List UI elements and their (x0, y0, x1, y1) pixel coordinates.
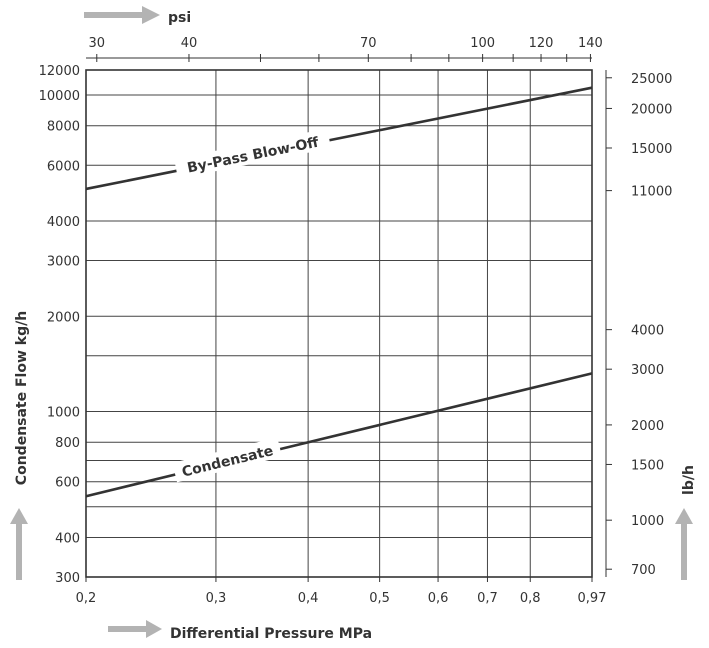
right-tick-label: 11000 (631, 185, 672, 200)
x-tick-label: 0,3 (206, 591, 227, 606)
y-tick-label: 10000 (39, 89, 80, 104)
left-arrow-icon (10, 508, 28, 580)
y-axis-title: Condensate Flow kg/h (14, 311, 30, 485)
series-lines: By-Pass Blow-Off Condensate (85, 86, 593, 498)
right-tick-label: 1000 (631, 514, 664, 529)
right-tick-label: 25000 (631, 72, 672, 87)
series-label: Condensate (180, 443, 274, 481)
x-axis-title: Differential Pressure MPa (170, 626, 372, 642)
series-label-group: By-Pass Blow-Off (174, 128, 332, 179)
series-label-background (172, 437, 283, 483)
right-tick-label: 700 (631, 563, 656, 578)
x-tick-label: 0,8 (520, 591, 541, 606)
x-tick-label: 0,6 (428, 591, 449, 606)
top-tick-label: 30 (89, 36, 106, 51)
plot-frame (85, 54, 612, 582)
y-tick-label: 800 (55, 436, 80, 451)
y-tick-label: 4000 (47, 215, 80, 230)
top-axis-title: psi (168, 10, 191, 26)
y-tick-label: 12000 (39, 64, 80, 79)
bottom-arrow-icon (108, 620, 162, 638)
plot-border (85, 69, 593, 578)
tick-labels: 0,2 0,3 0,4 0,5 0,6 0,7 0,8 0,97 30 40 70 100 120 140… (39, 36, 673, 606)
top-tick-label: 40 (181, 36, 198, 51)
y-tick-label: 600 (55, 476, 80, 491)
top-arrow-icon (84, 6, 160, 24)
right-tick-label: 15000 (631, 142, 672, 157)
y-tick-label: 8000 (47, 120, 80, 135)
right-tick-label: 1500 (631, 458, 664, 473)
series-label-group: Condensate (172, 437, 283, 483)
grid-lines (85, 69, 593, 578)
top-tick-label: 140 (578, 36, 603, 51)
top-tick-label: 100 (470, 36, 495, 51)
right-arrow-icon (675, 508, 693, 580)
top-tick-label: 70 (360, 36, 377, 51)
x-tick-label: 0,97 (578, 591, 607, 606)
x-tick-label: 0,5 (369, 591, 390, 606)
right-tick-label: 2000 (631, 419, 664, 434)
right-tick-label: 4000 (631, 324, 664, 339)
y-tick-label: 1000 (47, 406, 80, 421)
x-tick-label: 0,4 (298, 591, 319, 606)
series-line (85, 86, 593, 191)
series-line (85, 372, 593, 498)
right-tick-label: 3000 (631, 363, 664, 378)
y-tick-label: 300 (55, 571, 80, 586)
y-tick-label: 400 (55, 531, 80, 546)
y-tick-label: 6000 (47, 159, 80, 174)
x-tick-label: 0,7 (477, 591, 498, 606)
right-axis-title: lb/h (681, 465, 697, 495)
series-label-background (174, 128, 332, 179)
y-tick-label: 3000 (47, 255, 80, 270)
y-tick-label: 2000 (47, 310, 80, 325)
top-tick-label: 120 (529, 36, 554, 51)
right-tick-label: 20000 (631, 102, 672, 117)
x-tick-label: 0,2 (76, 591, 97, 606)
